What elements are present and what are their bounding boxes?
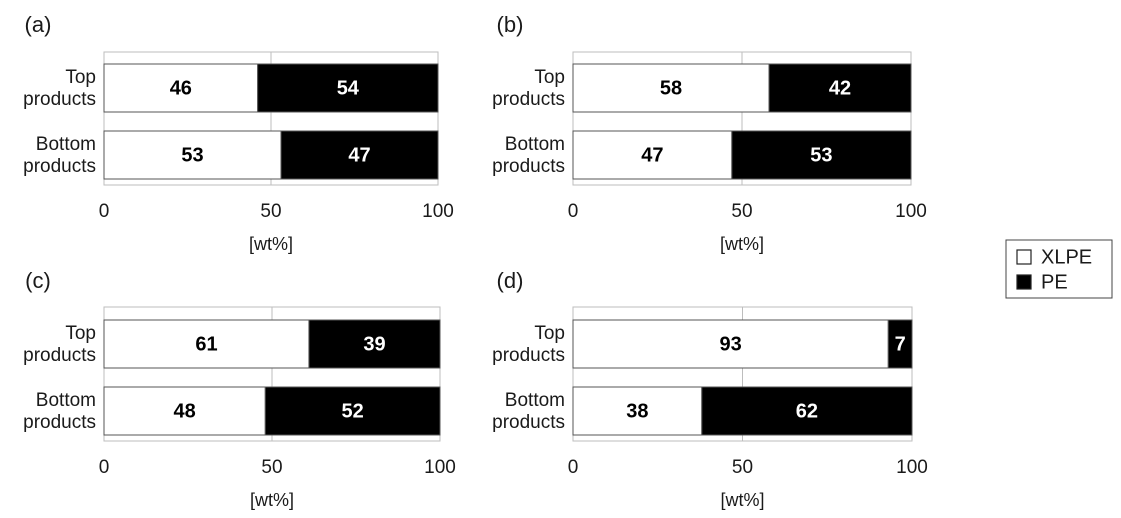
bar-segment-xlpe [572,386,703,436]
panel-label: (d) [497,268,524,293]
data-label: 38 [626,400,648,422]
data-label: 42 [829,77,851,99]
chart-panel-b: (b) 58 42 Top products 47 53 Bottom products 0 50 1… [492,12,927,254]
data-label: 93 [720,333,742,355]
panel-label: (c) [25,268,51,293]
category-label: Bottom products [23,390,96,433]
tick-label: 50 [260,201,281,222]
tick-label: 100 [896,457,928,478]
axis-label: [wt%] [250,490,294,510]
bar-segment-xlpe [572,63,770,113]
tick-label: 100 [422,201,454,222]
bar-segment-pe [257,63,439,113]
bar-segment-pe [264,386,441,436]
bar-segment-pe [308,319,441,369]
chart-panel-d: (d) 93 7 Top products 38 62 Bottom products 0 50 10… [492,268,928,510]
data-label: 47 [348,144,370,166]
legend-label: XLPE [1041,246,1092,268]
category-label: Bottom products [492,134,565,177]
bar-segment-xlpe [103,386,266,436]
bar-segment-pe [280,130,439,180]
data-label: 7 [895,333,906,355]
data-label: 39 [363,333,385,355]
bar-segment-pe [701,386,913,436]
data-label: 58 [660,77,682,99]
bar-segment-pe [887,319,913,369]
tick-label: 50 [732,457,753,478]
bar-segment-pe [768,63,912,113]
category-label: Bottom products [492,390,565,433]
chart-panel-a: (a) 46 54 Top products 53 47 Bottom products 0 50 1… [23,12,454,254]
panel-label: (a) [25,12,52,37]
category-label: Bottom products [23,134,96,177]
data-label: 62 [796,400,818,422]
data-label: 47 [641,144,663,166]
tick-label: 0 [568,457,579,478]
panel-label: (b) [497,12,524,37]
bar-segment-pe [731,130,912,180]
bar-segment-xlpe [572,319,889,369]
tick-label: 0 [99,201,110,222]
data-label: 53 [181,144,203,166]
tick-label: 100 [424,457,456,478]
tick-label: 50 [261,457,282,478]
data-label: 52 [342,400,364,422]
legend-swatch-xlpe [1016,249,1032,265]
data-label: 48 [174,400,196,422]
data-label: 46 [170,77,192,99]
legend-label: PE [1041,271,1068,293]
data-label: 54 [337,77,360,99]
bar-segment-xlpe [103,63,259,113]
bar-segment-xlpe [103,130,282,180]
data-label: 61 [195,333,217,355]
category-label: Top products [492,67,565,110]
bar-segment-xlpe [572,130,733,180]
category-label: Top products [23,323,96,366]
tick-label: 0 [568,201,579,222]
bar-segment-xlpe [103,319,310,369]
legend: XLPE PE [1005,239,1113,299]
axis-label: [wt%] [720,490,764,510]
chart-panel-c: (c) 61 39 Top products 48 52 Bottom products 0 50 1… [23,268,456,510]
axis-label: [wt%] [720,234,764,254]
tick-label: 50 [731,201,752,222]
category-label: Top products [23,67,96,110]
axis-label: [wt%] [249,234,293,254]
category-label: Top products [492,323,565,366]
tick-label: 0 [99,457,110,478]
tick-label: 100 [895,201,927,222]
legend-swatch-pe [1016,274,1032,290]
data-label: 53 [810,144,832,166]
